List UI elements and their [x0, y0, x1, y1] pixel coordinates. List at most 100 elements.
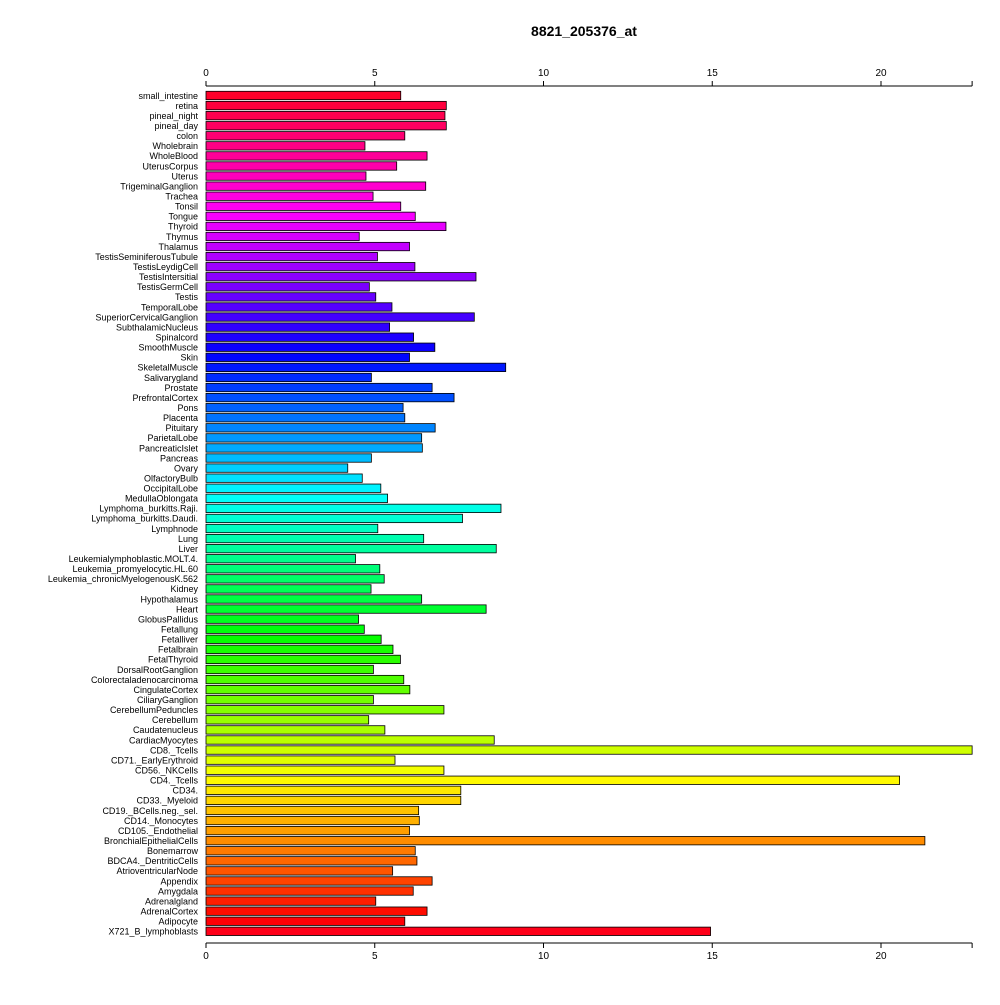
- category-label: Pancreas: [160, 453, 199, 463]
- bar-PrefrontalCortex: [205, 392, 455, 403]
- bar-Lymphoma_burkitts.Raji.: [205, 503, 502, 513]
- bar-SuperiorCervicalGanglion: [205, 312, 475, 322]
- category-label: Prostate: [164, 383, 198, 393]
- bar-CD19._BCells.neg._sel.: [205, 805, 420, 816]
- bar-CD56._NKCells: [205, 765, 445, 775]
- category-label: UterusCorpus: [142, 161, 198, 171]
- bar-Colorectaladenocarcinoma: [205, 674, 405, 685]
- bar-Pons: [205, 403, 404, 413]
- category-label: Adipocyte: [158, 917, 198, 927]
- bar-GlobusPallidus: [205, 614, 359, 624]
- bar-Leukemialymphoblastic.MOLT.4.: [205, 554, 356, 564]
- category-label: X721_B_lymphoblasts: [108, 927, 198, 937]
- bar-Cerebellum: [205, 715, 370, 725]
- x-axis-bottom: 0 5 10 15 20: [203, 942, 973, 962]
- category-label: Fetalliver: [161, 635, 198, 645]
- category-label: ParietalLobe: [147, 433, 198, 443]
- bar-Lung: [205, 533, 425, 544]
- category-label: Uterus: [171, 171, 198, 181]
- category-label: MedullaOblongata: [125, 494, 198, 504]
- category-label: OccipitalLobe: [143, 484, 198, 494]
- bar-AtrioventricularNode: [205, 866, 394, 876]
- category-label: CD4._Tcells: [150, 776, 199, 786]
- category-label: CD19._BCells.neg._sel.: [102, 806, 198, 816]
- x-axis-bottom-tick-label: 10: [538, 951, 550, 962]
- category-label: Salivarygland: [144, 373, 198, 383]
- bar-Prostate: [205, 382, 433, 393]
- category-label: Colorectaladenocarcinoma: [91, 675, 198, 685]
- bar-Adrenalgland: [205, 896, 377, 906]
- bar-FetalThyroid: [205, 654, 401, 665]
- bar-CD34.: [205, 785, 462, 795]
- bar-PancreaticIslet: [205, 443, 423, 453]
- bar-Wholebrain: [205, 141, 366, 151]
- category-label: Fetalbrain: [158, 645, 198, 655]
- category-label: AtrioventricularNode: [116, 866, 198, 876]
- category-label: Pituitary: [165, 423, 198, 433]
- category-label: CD71._EarlyErythroid: [111, 755, 198, 765]
- bar-CD33._Myeloid: [205, 795, 462, 806]
- category-label: TestisIntersitial: [139, 272, 198, 282]
- bar-BDCA4._DentriticCells: [205, 856, 418, 866]
- category-label: Appendix: [160, 876, 198, 886]
- bar-pineal_day: [205, 121, 447, 131]
- category-label: Kidney: [170, 584, 198, 594]
- category-label: TemporalLobe: [141, 302, 198, 312]
- bar-Trachea: [205, 191, 374, 201]
- bar-CD14._Monocytes: [205, 815, 420, 826]
- category-label: Hypothalamus: [140, 594, 198, 604]
- category-label: Trachea: [165, 192, 198, 202]
- bar-Fetallung: [205, 624, 365, 634]
- bar-Kidney: [205, 584, 372, 594]
- category-label: PancreaticIslet: [139, 443, 199, 453]
- bar-AdrenalCortex: [205, 906, 428, 916]
- category-label: Tonsil: [175, 202, 198, 212]
- bar-ParietalLobe: [205, 433, 423, 443]
- bar-TestisIntersitial: [205, 272, 477, 282]
- bars-group: [205, 90, 973, 936]
- bar-Appendix: [205, 876, 433, 886]
- category-label: Bonemarrow: [147, 846, 199, 856]
- category-label: CerebellumPeduncles: [110, 705, 199, 715]
- bar-pineal_night: [205, 111, 446, 121]
- chart-title: 8821_205376_at: [531, 23, 637, 39]
- category-label: Lung: [178, 534, 198, 544]
- x-axis-top-tick-label: 10: [538, 68, 550, 79]
- bar-Fetalliver: [205, 634, 382, 644]
- category-label: SmoothMuscle: [138, 343, 198, 353]
- category-label: Lymphoma_burkitts.Daudi.: [91, 514, 198, 524]
- category-label: CD56._NKCells: [135, 765, 199, 775]
- bar-Fetalbrain: [205, 644, 394, 654]
- category-label: CingulateCortex: [133, 685, 198, 695]
- bar-OlfactoryBulb: [205, 473, 363, 483]
- bar-Pancreas: [205, 453, 372, 463]
- category-label: Amygdala: [158, 886, 198, 896]
- category-label: Ovary: [174, 463, 199, 473]
- bar-Thymus: [205, 231, 360, 242]
- category-label: Liver: [178, 544, 198, 554]
- bar-CardiacMyocytes: [205, 735, 495, 745]
- category-label: Testis: [175, 292, 199, 302]
- category-label: Fetallung: [161, 625, 198, 635]
- bar-Leukemia_promyelocytic.HL.60: [205, 564, 381, 574]
- bar-Lymphoma_burkitts.Daudi.: [205, 513, 463, 524]
- category-label: CD8._Tcells: [150, 745, 199, 755]
- bar-small_intestine: [205, 90, 402, 101]
- bar-MedullaOblongata: [205, 493, 388, 503]
- x-axis-top-tick-label: 20: [875, 68, 887, 79]
- category-label: SubthalamicNucleus: [116, 322, 199, 332]
- bar-CD4._Tcells: [205, 775, 900, 785]
- bar-Lymphnode: [205, 523, 379, 534]
- category-label: Thalamus: [158, 242, 198, 252]
- bar-Thyroid: [205, 221, 447, 232]
- bar-CD71._EarlyErythroid: [205, 755, 396, 765]
- category-label: GlobusPallidus: [138, 614, 199, 624]
- bar-Thalamus: [205, 241, 410, 252]
- category-label: small_intestine: [138, 91, 198, 101]
- bar-CiliaryGanglion: [205, 695, 374, 705]
- x-axis-bottom-tick-label: 5: [372, 951, 378, 962]
- bar-TestisGermCell: [205, 282, 370, 292]
- category-label: CD105._Endothelial: [118, 826, 198, 836]
- category-label: BronchialEpithelialCells: [104, 836, 199, 846]
